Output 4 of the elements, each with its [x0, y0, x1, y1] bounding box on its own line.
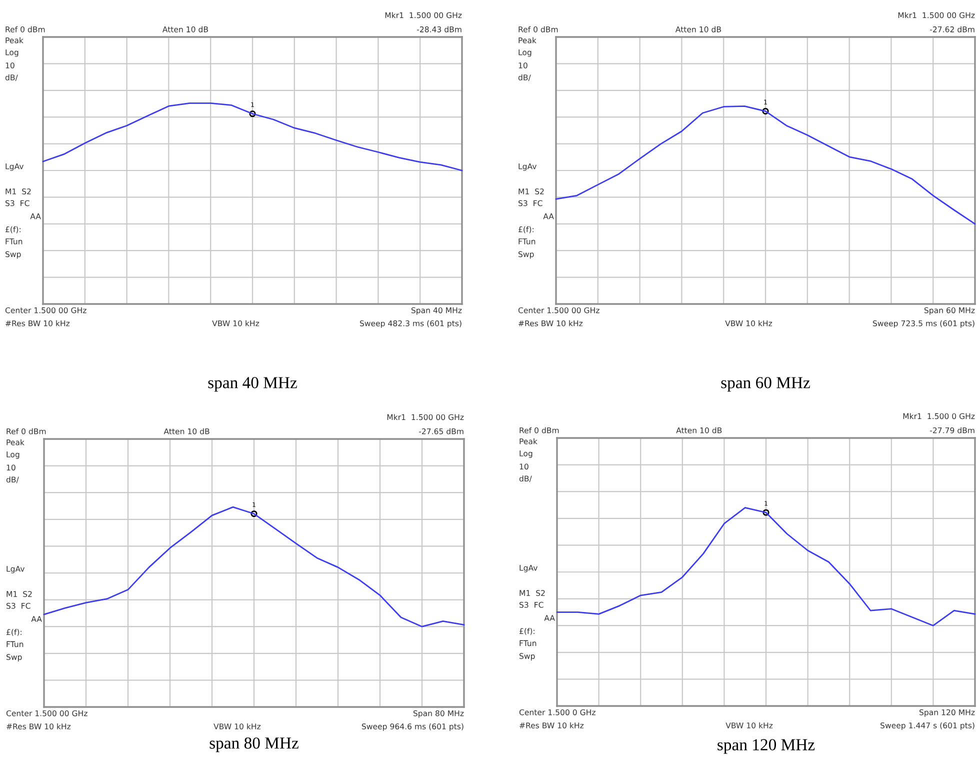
- text: span 120 MHz: [718, 739, 815, 754]
- text: span 80 MHz: [210, 737, 298, 752]
- text: span 60 MHz: [721, 377, 810, 392]
- text: span 40 MHz: [208, 377, 297, 392]
